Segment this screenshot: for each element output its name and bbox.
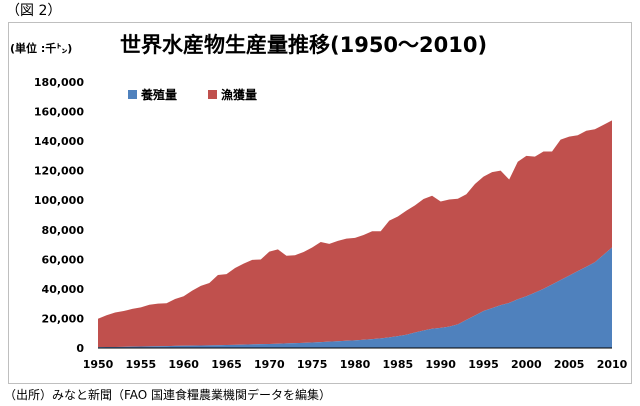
x-tick-label: 1995 [468, 358, 499, 371]
y-tick-label: 180,000 [34, 76, 84, 89]
x-tick-label: 2000 [511, 358, 542, 371]
x-tick-label: 1980 [340, 358, 371, 371]
y-tick-label: 60,000 [42, 253, 85, 266]
x-tick-label: 2005 [554, 358, 585, 371]
chart-frame [8, 22, 632, 384]
x-tick-label: 1950 [83, 358, 114, 371]
x-tick-label: 1960 [168, 358, 199, 371]
y-tick-label: 100,000 [34, 194, 84, 207]
y-tick-label: 40,000 [42, 283, 85, 296]
legend-label: 養殖量 [140, 87, 177, 102]
legend: 養殖量 漁獲量 [128, 87, 257, 102]
series-area-aquaculture [98, 247, 612, 348]
chart-title: 世界水産物生産量推移(1950～2010) [120, 33, 488, 57]
x-tick-label: 1985 [383, 358, 414, 371]
legend-swatch [208, 90, 217, 99]
x-tick-label: 1975 [297, 358, 328, 371]
y-axis-ticks: 0 20,000 40,000 60,000 80,000 100,000 120,000 1… [34, 76, 84, 355]
y-tick-label: 160,000 [34, 106, 84, 119]
x-axis-ticks: 1950 1955 1960 1965 1970 1975 1980 1985 1990 1995… [83, 358, 628, 371]
legend-swatch [128, 90, 137, 99]
x-tick-label: 1970 [254, 358, 285, 371]
x-tick-label: 1965 [211, 358, 242, 371]
figure-label: （図 2） [6, 3, 62, 19]
y-tick-label: 140,000 [34, 135, 84, 148]
plot-areas [98, 120, 612, 348]
x-tick-label: 1955 [126, 358, 157, 371]
x-tick-label: 2010 [597, 358, 628, 371]
x-tick-label: 1990 [425, 358, 456, 371]
y-tick-label: 0 [76, 342, 84, 355]
y-tick-label: 120,000 [34, 165, 84, 178]
y-tick-label: 80,000 [42, 224, 85, 237]
series-area-capture [98, 120, 612, 348]
source-note: （出所）みなと新聞（FAO 国連食糧農業機関データを編集） [4, 388, 332, 402]
y-tick-label: 20,000 [42, 312, 85, 325]
unit-label: (単位 :千㌧) [10, 42, 73, 55]
legend-label: 漁獲量 [221, 87, 257, 102]
